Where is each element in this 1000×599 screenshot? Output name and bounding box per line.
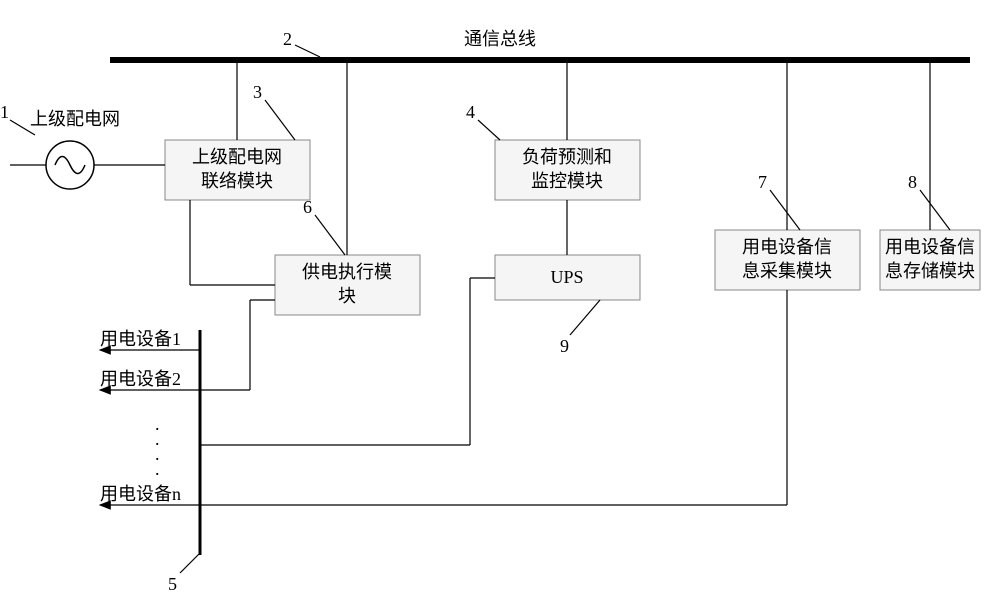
box-storage-l1: 用电设备信: [885, 237, 975, 257]
leader-7: [770, 190, 800, 230]
leader-2: [295, 45, 320, 57]
box-exec-l1: 供电执行模: [302, 262, 392, 282]
box-ups: UPS: [495, 255, 640, 300]
num-6: 6: [303, 197, 312, 217]
num-2: 2: [283, 29, 292, 49]
num-3: 3: [253, 82, 262, 102]
box-liaison: 上级配电网 联络模块: [165, 140, 310, 200]
box-ups-text: UPS: [550, 267, 583, 287]
box-collect: 用电设备信 息采集模块: [715, 230, 860, 290]
box-collect-l2: 息采集模块: [742, 261, 832, 281]
leader-8: [920, 190, 950, 230]
num-1: 1: [0, 102, 9, 122]
leader-4: [478, 120, 500, 140]
leader-5: [180, 553, 200, 573]
leader-9: [570, 300, 600, 335]
box-liaison-l2: 联络模块: [201, 171, 273, 191]
leader-3: [265, 100, 295, 140]
num-4: 4: [466, 102, 475, 122]
leader-6: [315, 215, 345, 255]
box-forecast-l2: 监控模块: [531, 171, 603, 191]
box-liaison-l1: 上级配电网: [192, 147, 282, 167]
box-storage: 用电设备信 息存储模块: [880, 230, 980, 290]
num-5: 5: [168, 574, 177, 594]
upper-grid-label: 上级配电网: [30, 109, 120, 129]
box-forecast: 负荷预测和 监控模块: [495, 140, 640, 200]
device-n-label: 用电设备n: [100, 484, 181, 504]
box-collect-l1: 用电设备信: [742, 237, 832, 257]
box-forecast-l1: 负荷预测和: [522, 147, 612, 167]
box-storage-l2: 息存储模块: [885, 261, 975, 281]
upper-grid-source: 上级配电网: [10, 109, 120, 189]
device-1-label: 用电设备1: [100, 329, 181, 349]
device-ellipsis4: .: [155, 459, 160, 479]
box-exec-l2: 块: [338, 286, 356, 306]
num-9: 9: [560, 336, 569, 356]
num-8: 8: [908, 172, 917, 192]
device-2-label: 用电设备2: [100, 369, 181, 389]
box-exec: 供电执行模 块: [275, 255, 420, 315]
comm-bus-label: 通信总线: [464, 29, 536, 49]
num-7: 7: [758, 172, 767, 192]
